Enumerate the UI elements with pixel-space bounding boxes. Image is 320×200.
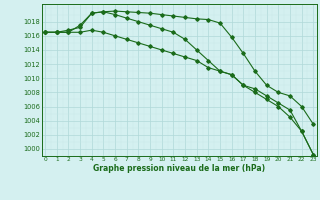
X-axis label: Graphe pression niveau de la mer (hPa): Graphe pression niveau de la mer (hPa)	[93, 164, 265, 173]
